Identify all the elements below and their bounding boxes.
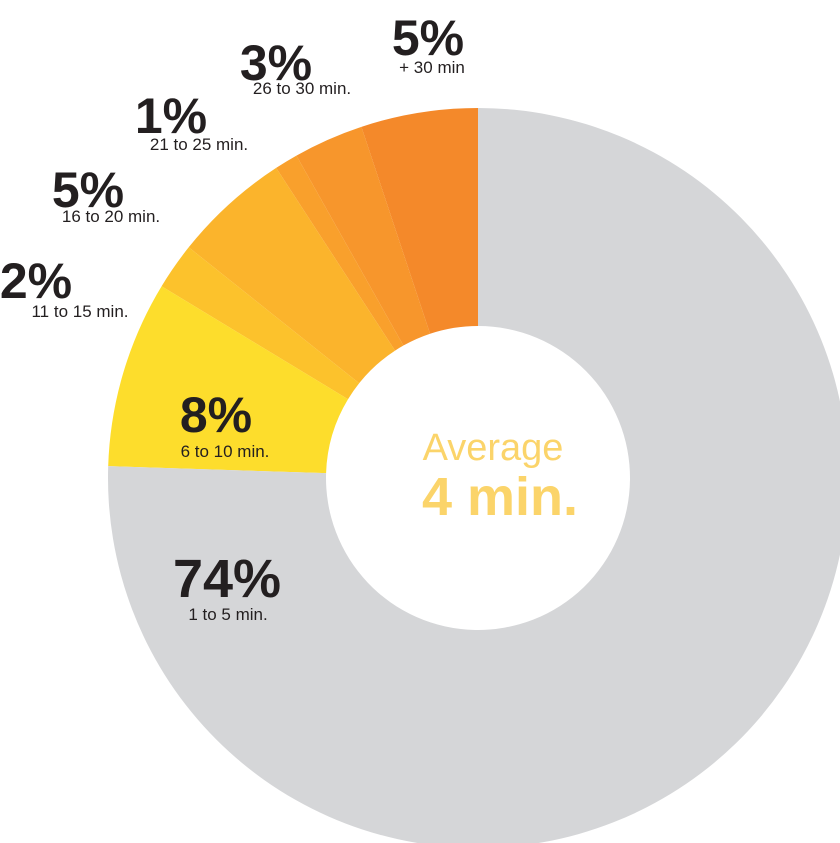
slice-percent-label: 5% (392, 10, 464, 66)
slice-label-6: 74%1 to 5 min. (173, 549, 281, 624)
slice-label-0: 5%+ 30 min (392, 10, 465, 77)
slice-range-label: 16 to 20 min. (62, 207, 160, 226)
slice-range-label: 26 to 30 min. (253, 79, 351, 98)
slice-2 (276, 155, 404, 351)
slice-4 (161, 247, 360, 400)
slice-range-label: + 30 min (399, 58, 465, 77)
slice-percent-label: 74% (173, 549, 281, 609)
center-label-group: Average 4 min. (422, 427, 578, 527)
slice-6 (108, 108, 840, 843)
slice-label-4: 2%11 to 15 min. (0, 253, 129, 321)
slice-label-3: 5%16 to 20 min. (52, 162, 160, 226)
slice-0 (361, 108, 478, 334)
slice-range-label: 1 to 5 min. (188, 605, 267, 624)
slice-percent-label: 3% (240, 35, 312, 91)
center-label-average: Average (423, 427, 564, 469)
slice-label-1: 3%26 to 30 min. (240, 35, 351, 98)
slice-range-label: 11 to 15 min. (31, 302, 128, 321)
slice-label-2: 1%21 to 25 min. (135, 88, 248, 154)
slice-1 (296, 126, 431, 346)
slice-range-label: 6 to 10 min. (181, 442, 270, 461)
slice-3 (188, 167, 396, 384)
slice-percent-label: 1% (135, 88, 207, 144)
slice-5 (108, 286, 349, 474)
slice-range-label: 21 to 25 min. (150, 135, 248, 154)
slices-layer (108, 108, 840, 843)
slice-percent-label: 2% (0, 253, 72, 309)
slice-percent-label: 5% (52, 162, 124, 218)
slice-percent-label: 8% (180, 387, 252, 443)
slice-label-5: 8%6 to 10 min. (180, 387, 270, 461)
center-label-value: 4 min. (422, 467, 578, 527)
